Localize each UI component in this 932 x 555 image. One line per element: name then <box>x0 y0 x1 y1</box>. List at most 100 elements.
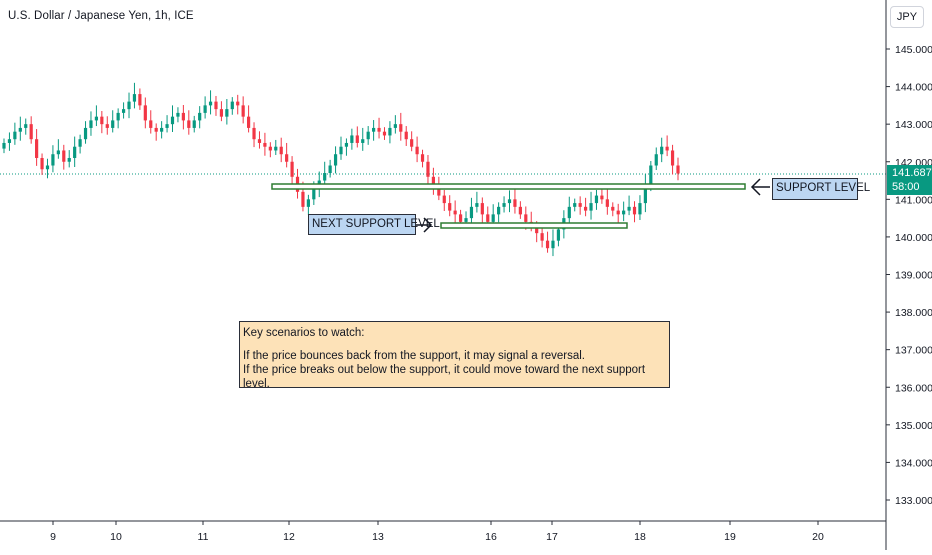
candle-body <box>480 203 484 215</box>
candle <box>35 129 39 166</box>
candle-body <box>366 131 370 140</box>
candle-body <box>89 120 93 128</box>
candle-body <box>453 210 457 215</box>
candle <box>208 90 213 115</box>
candle-body <box>377 127 381 132</box>
candle <box>448 195 452 217</box>
candle <box>214 95 218 116</box>
candle <box>94 105 99 127</box>
scenarios-note[interactable]: Key scenarios to watch: If the price bou… <box>239 321 670 390</box>
last-price-tag: 141.687 58:00 <box>887 165 932 195</box>
candle-body <box>573 203 577 207</box>
symbol-title[interactable]: U.S. Dollar / Japanese Yen, 1h, ICE <box>8 10 194 22</box>
candle <box>241 96 245 124</box>
candle <box>257 131 262 149</box>
candle-body <box>578 203 582 207</box>
currency-button[interactable]: JPY <box>890 6 924 28</box>
next-support-level-zone[interactable] <box>440 222 628 229</box>
candle-body <box>154 127 158 132</box>
candle-body <box>540 233 544 241</box>
candle <box>475 191 479 213</box>
candle <box>121 102 126 119</box>
candle-body <box>420 154 425 162</box>
price-tick-label: 138.000 <box>895 307 932 319</box>
candle <box>573 198 577 212</box>
price-tick-label: 135.000 <box>895 420 932 432</box>
candle-body <box>448 203 452 211</box>
time-axis[interactable]: 9 10 11 12 13 16 17 18 19 20 <box>50 521 824 543</box>
candle-body <box>654 154 658 166</box>
candle-body <box>219 109 224 117</box>
candle-body <box>214 101 218 110</box>
time-tick-label: 17 <box>546 531 558 543</box>
candle <box>279 137 283 163</box>
price-tick-label: 134.000 <box>895 457 932 469</box>
candle <box>344 138 349 156</box>
candle-body <box>589 203 593 211</box>
next-support-level-label[interactable]: NEXT SUPPORT LEVEL <box>308 214 440 235</box>
candle-body <box>605 199 609 207</box>
candle <box>236 94 240 115</box>
time-tick-label: 20 <box>812 531 824 543</box>
candle-body <box>268 146 272 151</box>
candle <box>502 196 506 213</box>
candle-body <box>611 206 615 211</box>
candle-body <box>328 165 332 174</box>
support-level-zone[interactable] <box>271 183 746 190</box>
candle <box>388 121 392 144</box>
candle <box>116 108 120 129</box>
candle-body <box>344 142 349 147</box>
candle <box>654 147 658 171</box>
candle <box>132 82 137 109</box>
candle <box>18 116 22 141</box>
candle-body <box>73 146 77 158</box>
candle-body <box>67 157 71 162</box>
candle <box>29 116 33 144</box>
candle <box>111 110 115 133</box>
candle <box>350 128 354 150</box>
candle-body <box>333 154 338 166</box>
candle <box>600 187 604 204</box>
candle <box>393 115 397 134</box>
support-level-label[interactable]: SUPPORT LEVEL <box>772 178 870 200</box>
candle-body <box>404 131 408 140</box>
candle-body <box>45 165 50 170</box>
candle <box>377 117 381 139</box>
candle-body <box>660 146 664 155</box>
candle <box>290 156 294 186</box>
time-tick-label: 13 <box>372 531 384 543</box>
candle-body <box>551 240 555 249</box>
candle <box>497 202 501 223</box>
candle-body <box>51 154 55 166</box>
candle-body <box>111 120 115 128</box>
candle <box>187 110 191 135</box>
candle-body <box>187 120 191 128</box>
candle <box>453 200 457 224</box>
price-tick-label: 145.000 <box>895 44 932 56</box>
candle-body <box>426 161 430 177</box>
candle-body <box>225 109 229 117</box>
candle <box>165 115 169 133</box>
candle-body <box>415 146 419 155</box>
candle <box>306 194 310 215</box>
candle <box>480 197 484 224</box>
candle <box>127 92 131 119</box>
candle <box>442 189 446 211</box>
candle-body <box>361 139 365 143</box>
time-tick-label: 16 <box>485 531 497 543</box>
candle-body <box>100 116 104 125</box>
time-tick-label: 10 <box>110 531 122 543</box>
price-axis[interactable]: 145.000144.000143.000142.000141.000140.0… <box>886 44 932 507</box>
candle <box>160 121 164 139</box>
candle-body <box>567 206 571 219</box>
candle <box>7 132 12 151</box>
candle <box>665 135 669 157</box>
candle <box>78 134 82 154</box>
candle-body <box>257 139 262 143</box>
candle <box>578 196 582 215</box>
price-tick-label: 139.000 <box>895 270 932 282</box>
time-tick-label: 18 <box>634 531 646 543</box>
scenarios-title: Key scenarios to watch: <box>243 327 365 339</box>
